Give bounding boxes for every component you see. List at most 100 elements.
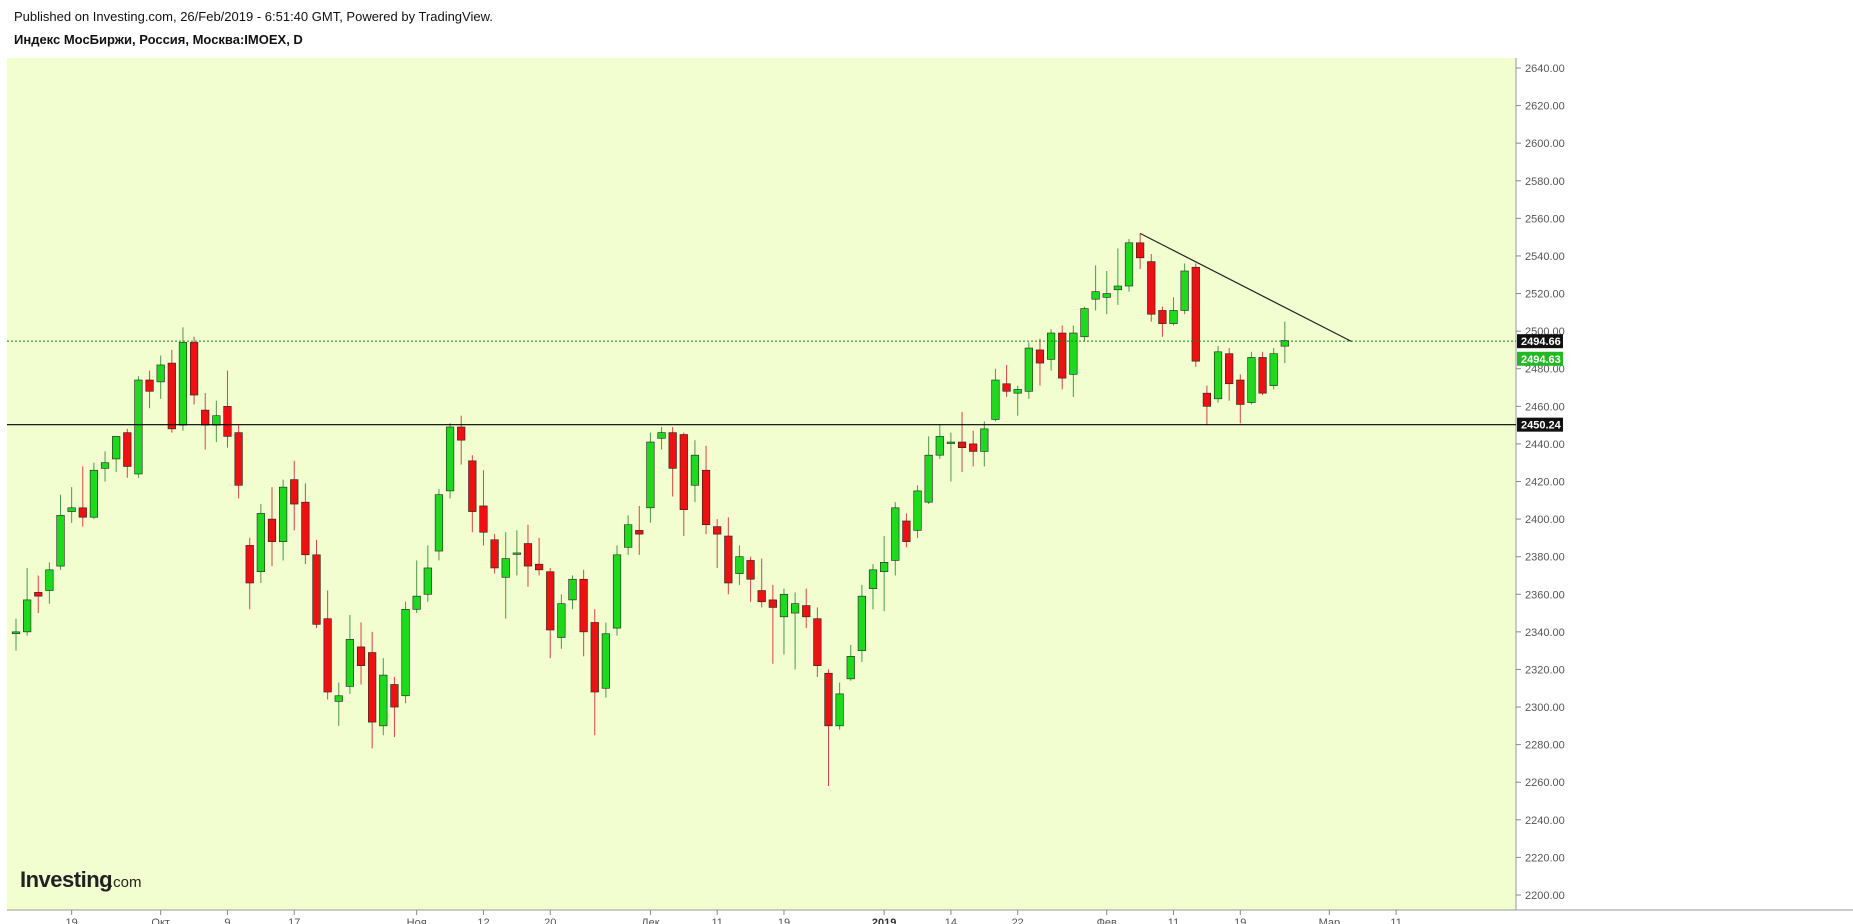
candle-body: [334, 695, 343, 702]
x-tick-label: Окт: [151, 917, 170, 924]
candle-body: [746, 560, 755, 580]
candle-body: [78, 507, 87, 518]
candle-body: [156, 364, 165, 383]
candle-body: [768, 599, 777, 608]
x-tick-label: 11: [1390, 917, 1401, 924]
candle-body: [546, 571, 555, 631]
y-tick-label: 2340.00: [1525, 627, 1565, 639]
current-price-tag-label: 2494.66: [1521, 336, 1561, 348]
candle-body: [980, 428, 989, 452]
logo-suffix: .com: [109, 874, 142, 891]
candle-body: [679, 434, 688, 510]
candle-body: [957, 441, 967, 448]
candle-body: [1269, 353, 1278, 386]
current-price-tag-box: [1517, 334, 1563, 349]
candle-body: [1113, 285, 1122, 291]
published-info: Published on Investing.com, 26/Feb/2019 …: [14, 9, 493, 24]
candle-body: [490, 539, 499, 569]
candle-body: [824, 672, 833, 727]
price-tags: 2494.66 2450.24 2494.63: [1517, 334, 1563, 432]
candle-body: [523, 543, 533, 567]
candle-body: [969, 443, 978, 452]
candle-body: [112, 436, 121, 460]
candle-body: [790, 603, 800, 614]
candle-body: [1225, 353, 1234, 385]
candle-body: [23, 599, 32, 633]
candle-body: [457, 426, 466, 441]
candle-body: [1191, 266, 1200, 362]
candle-body: [256, 513, 265, 573]
x-tick-label: Ноя: [407, 917, 427, 924]
y-tick-label: 2520.00: [1525, 289, 1565, 301]
price-axis-background: [1516, 58, 1853, 910]
time-axis: 19 Окт 9 17 Ноя 12 20 Дек 11 19 2019 14 22 Фев 11 19 Мар…: [66, 910, 1402, 924]
candle-body: [690, 454, 700, 486]
candle-body: [1124, 242, 1134, 287]
plot-background: [7, 58, 1516, 910]
y-tick-label: 2480.00: [1525, 364, 1565, 376]
candle-body: [1147, 261, 1156, 315]
candle-body: [212, 415, 221, 426]
candle-body: [56, 515, 65, 567]
candle-body: [323, 618, 332, 693]
candle-body: [1013, 389, 1022, 394]
y-tick-label: 2260.00: [1525, 777, 1565, 789]
investing-logo[interactable]: Investing .com: [20, 867, 142, 892]
candle-body: [935, 436, 944, 456]
candle-body: [445, 426, 455, 492]
candle-body: [1169, 310, 1178, 324]
candle-body: [267, 518, 277, 542]
candle-body: [735, 556, 744, 574]
x-tick-label: 19: [66, 917, 78, 924]
drawings: [7, 232, 1516, 426]
candle-body: [1091, 291, 1100, 300]
candle-body: [401, 609, 410, 697]
y-tick-label: 2420.00: [1525, 477, 1565, 489]
logo-brand: Investing: [20, 867, 112, 892]
candle-body: [1202, 392, 1212, 407]
candle-body: [624, 524, 633, 548]
y-tick-label: 2540.00: [1525, 251, 1565, 263]
candle-body: [379, 674, 388, 727]
x-tick-label: Дек: [641, 917, 660, 924]
candle-body: [312, 554, 321, 625]
candle-body: [635, 530, 644, 535]
candle-body: [991, 379, 1000, 420]
candle-body: [813, 618, 822, 666]
y-tick-label: 2580.00: [1525, 176, 1565, 188]
candle-body: [178, 342, 188, 426]
candle-body: [802, 605, 811, 618]
candle-body: [1236, 379, 1245, 405]
last-price-tag-label: 2494.63: [1521, 354, 1561, 366]
x-tick-label: 11: [1168, 917, 1179, 924]
last-price-tag-box: [1517, 351, 1563, 366]
y-tick-label: 2280.00: [1525, 740, 1565, 752]
candle-body: [924, 454, 933, 503]
candle-body: [423, 567, 432, 595]
y-tick-label: 2620.00: [1525, 101, 1565, 113]
candle-body: [1213, 351, 1223, 400]
x-tick-label: Мар: [1319, 917, 1341, 924]
candle-body: [501, 558, 510, 578]
candle-body: [301, 501, 310, 556]
candle-body: [668, 432, 677, 469]
y-tick-label: 2240.00: [1525, 815, 1565, 827]
candle-body: [713, 526, 722, 535]
y-tick-label: 2440.00: [1525, 439, 1565, 451]
candle-body: [279, 486, 288, 542]
candle-body: [891, 507, 900, 561]
y-tick-label: 2600.00: [1525, 138, 1565, 150]
candle-body: [189, 342, 199, 396]
support-price-tag-box: [1517, 417, 1563, 432]
candle-body: [913, 490, 922, 531]
x-tick-label: 22: [1012, 917, 1024, 924]
candle-body: [557, 603, 566, 638]
y-tick-label: 2320.00: [1525, 664, 1565, 676]
x-tick-label: 20: [544, 917, 556, 924]
y-tick-label: 2400.00: [1525, 514, 1565, 526]
candle-body: [434, 494, 444, 552]
x-tick-label: 14: [945, 917, 957, 924]
candle-body: [45, 569, 54, 591]
x-tick-label: Фев: [1097, 917, 1117, 924]
